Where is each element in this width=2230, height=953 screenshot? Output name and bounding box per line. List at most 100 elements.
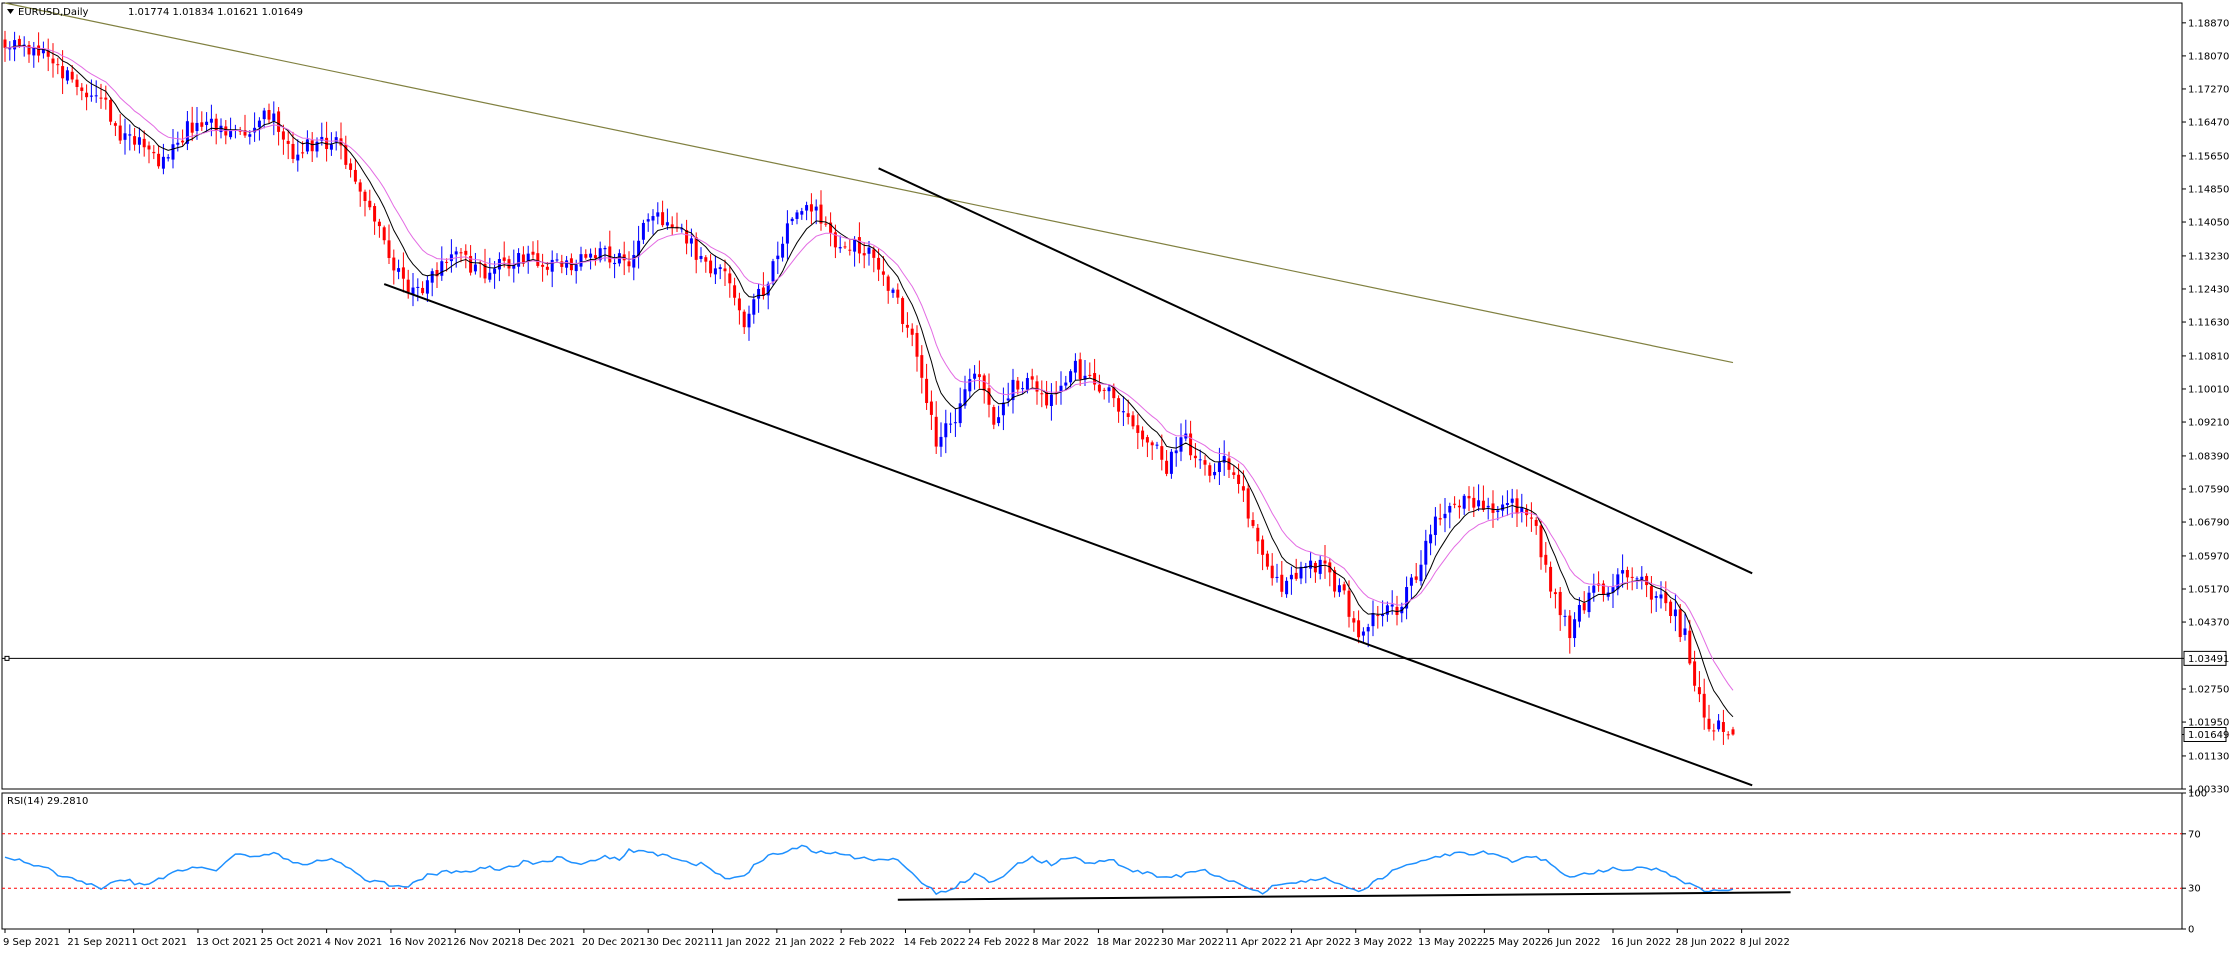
candle-body bbox=[1664, 592, 1668, 604]
time-axis-label: 24 Feb 2022 bbox=[968, 937, 1030, 948]
candle-body bbox=[1592, 585, 1596, 593]
candle-body bbox=[1054, 392, 1058, 394]
candle-body bbox=[934, 416, 938, 447]
price-axis-label: 1.02750 bbox=[2188, 684, 2229, 695]
candle-body bbox=[1630, 576, 1634, 578]
candle-body bbox=[1443, 513, 1447, 519]
candle-body bbox=[1587, 592, 1591, 613]
candle-body bbox=[689, 238, 693, 244]
time-axis-label: 20 Dec 2021 bbox=[582, 937, 646, 948]
candle-body bbox=[929, 401, 933, 415]
candle-body bbox=[89, 95, 93, 97]
candle-body bbox=[1069, 371, 1073, 383]
candle-body bbox=[526, 253, 530, 262]
price-axis-label: 1.04370 bbox=[2188, 618, 2229, 629]
candle-body bbox=[608, 246, 612, 263]
time-axis-label: 30 Mar 2022 bbox=[1161, 937, 1224, 948]
candle-body bbox=[166, 157, 170, 159]
candle-body bbox=[85, 92, 89, 98]
candle-body bbox=[56, 64, 60, 66]
candle-body bbox=[1083, 375, 1087, 380]
candle-body bbox=[1645, 575, 1649, 586]
candle-body bbox=[953, 422, 957, 424]
candle-body bbox=[445, 261, 449, 263]
candle-body bbox=[1193, 455, 1197, 459]
candle-body bbox=[1198, 459, 1202, 461]
candle-body bbox=[1376, 615, 1380, 617]
candle-body bbox=[867, 247, 871, 254]
candle-body bbox=[766, 283, 770, 296]
candle-body bbox=[862, 253, 866, 256]
candle-body bbox=[728, 273, 732, 284]
rsi-axis-label: 0 bbox=[2188, 925, 2194, 936]
collapse-triangle-icon[interactable] bbox=[7, 9, 14, 14]
candle-body bbox=[1107, 387, 1111, 392]
candle-body bbox=[661, 212, 665, 226]
price-plot-frame bbox=[1, 2, 2183, 790]
candle-body bbox=[248, 134, 252, 137]
candle-body bbox=[757, 288, 761, 299]
candle-body bbox=[992, 407, 996, 425]
candle-body bbox=[1352, 618, 1356, 623]
fast-moving-average-line bbox=[4, 45, 1734, 718]
candle-body bbox=[27, 44, 31, 55]
candle-body bbox=[1227, 458, 1231, 470]
price-axis-label: 1.13230 bbox=[2188, 251, 2229, 262]
candle-body bbox=[296, 154, 300, 161]
time-axis-label: 1 Oct 2021 bbox=[132, 937, 187, 948]
candle-body bbox=[1726, 734, 1730, 736]
candle-body bbox=[1136, 425, 1140, 433]
candle-body bbox=[277, 111, 281, 132]
candle-body bbox=[593, 255, 597, 259]
price-axis-label: 1.10810 bbox=[2188, 351, 2229, 362]
candle-body bbox=[1525, 509, 1529, 516]
candle-body bbox=[272, 113, 276, 122]
candle-body bbox=[1409, 577, 1413, 586]
candle-body bbox=[1654, 596, 1658, 598]
candle-body bbox=[3, 39, 7, 48]
rsi-header-label: RSI(14) 29.2810 bbox=[7, 796, 88, 807]
candle-body bbox=[1697, 687, 1701, 695]
candle-body bbox=[1251, 520, 1255, 526]
candle-body bbox=[1510, 498, 1514, 503]
long-moving-average-line bbox=[4, 2, 1734, 364]
time-axis-label: 25 Oct 2021 bbox=[260, 937, 322, 948]
candle-body bbox=[665, 222, 669, 226]
candle-body bbox=[440, 261, 444, 276]
time-axis-label: 14 Feb 2022 bbox=[903, 937, 965, 948]
candle-body bbox=[704, 257, 708, 262]
candle-body bbox=[1429, 534, 1433, 544]
candle-body bbox=[406, 279, 410, 293]
candle-body bbox=[771, 261, 775, 282]
candle-body bbox=[574, 264, 578, 272]
candle-body bbox=[329, 144, 333, 150]
candle-body bbox=[915, 332, 919, 357]
time-axis-label: 13 Oct 2021 bbox=[196, 937, 258, 948]
candle-body bbox=[833, 232, 837, 248]
candle-body bbox=[1001, 402, 1005, 416]
candle-body bbox=[137, 137, 141, 145]
candle-body bbox=[968, 379, 972, 392]
candle-body bbox=[1309, 560, 1313, 569]
candle-body bbox=[603, 247, 607, 250]
candle-body bbox=[737, 298, 741, 311]
candle-body bbox=[1025, 378, 1029, 390]
candle-body bbox=[536, 253, 540, 266]
channel-lower-trendline bbox=[383, 283, 1753, 787]
candle-body bbox=[449, 254, 453, 262]
candle-body bbox=[123, 133, 127, 140]
current-price-tag bbox=[2183, 726, 2227, 742]
candle-body bbox=[94, 95, 98, 97]
candle-body bbox=[1515, 498, 1519, 514]
time-axis-label: 6 Jun 2022 bbox=[1547, 937, 1601, 948]
candle-body bbox=[1649, 586, 1653, 600]
candle-body bbox=[1040, 393, 1044, 395]
candle-body bbox=[949, 423, 953, 425]
candle-body bbox=[512, 265, 516, 269]
candle-body bbox=[1045, 392, 1049, 406]
axis-layer: 1.18870 1.18070 1.17270 1.16470 1.15650 1.148… bbox=[3, 18, 2229, 948]
candle-body bbox=[1289, 574, 1293, 580]
candle-body bbox=[982, 375, 986, 391]
